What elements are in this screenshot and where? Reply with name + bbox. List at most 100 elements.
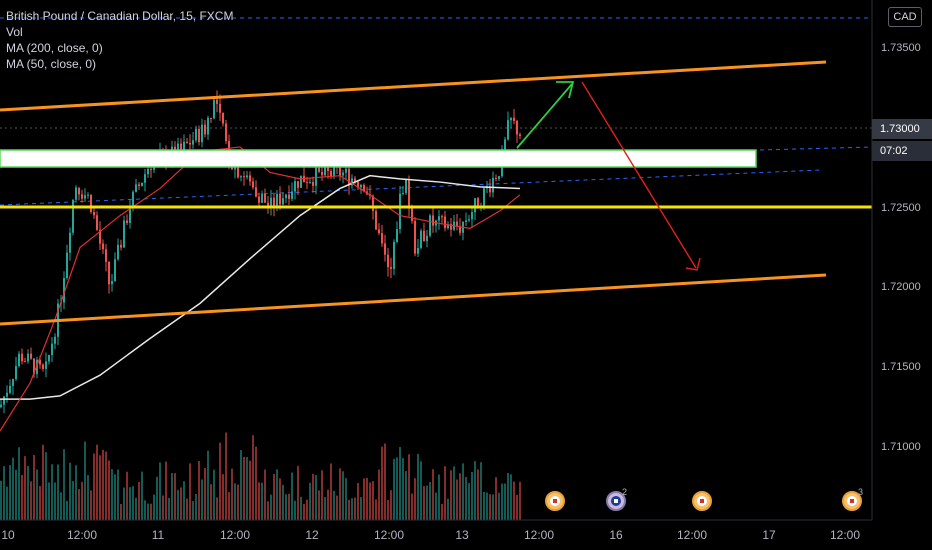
candle-body xyxy=(183,141,185,150)
volume-bar xyxy=(75,465,77,520)
candle-body xyxy=(18,353,20,367)
volume-bar xyxy=(495,477,497,520)
volume-bar xyxy=(357,483,359,520)
volume-bar xyxy=(405,471,407,520)
volume-bar xyxy=(420,461,422,520)
economic-event-icon[interactable] xyxy=(692,491,712,511)
volume-bar xyxy=(87,475,89,520)
volume-bar xyxy=(258,482,260,520)
volume-bar xyxy=(123,487,125,520)
volume-bar xyxy=(456,479,458,520)
candle-body xyxy=(150,168,152,170)
economic-event-icon[interactable]: 3 xyxy=(842,487,863,511)
volume-bar xyxy=(141,471,143,520)
volume-bar xyxy=(480,462,482,520)
candle-body xyxy=(237,165,239,178)
volume-bar xyxy=(69,462,71,520)
volume-bar xyxy=(474,461,476,520)
legend-title[interactable]: British Pound / Canadian Dollar, 15, FXC… xyxy=(6,9,234,23)
candle-body xyxy=(129,208,131,223)
candle-body xyxy=(516,120,518,135)
volume-bar xyxy=(333,490,335,520)
time-tick-label: 12:00 xyxy=(373,528,405,542)
candle-body xyxy=(504,139,506,150)
volume-bar xyxy=(159,462,161,520)
volume-bar xyxy=(411,493,413,520)
volume-bar xyxy=(264,469,266,520)
time-tick-label: 12:00 xyxy=(219,528,251,542)
candle-body xyxy=(405,179,407,194)
volume-bar xyxy=(432,469,434,520)
volume-bar xyxy=(354,497,356,520)
volume-bar xyxy=(312,473,314,520)
candle-body xyxy=(519,134,521,136)
candle-body xyxy=(264,193,266,203)
candle-body xyxy=(444,216,446,229)
volume-bar xyxy=(270,494,272,520)
up-arrowhead xyxy=(556,81,575,99)
candle-body xyxy=(255,187,257,197)
candle-body xyxy=(96,215,98,230)
volume-bar xyxy=(147,503,149,520)
candle-body xyxy=(225,123,227,142)
candle-body xyxy=(0,404,2,408)
volume-bar xyxy=(183,481,185,520)
volume-bar xyxy=(414,478,416,520)
volume-bar xyxy=(399,447,401,520)
volume-bar xyxy=(453,466,455,520)
volume-bar xyxy=(222,474,224,520)
volume-bar xyxy=(396,457,398,520)
volume-bar xyxy=(273,473,275,520)
candle-body xyxy=(363,184,365,192)
candle-body xyxy=(138,184,140,187)
candle-body xyxy=(186,141,188,143)
flag-icon xyxy=(847,496,857,506)
volume-bar xyxy=(315,475,317,520)
candle-body xyxy=(210,117,212,119)
time-tick-label: 13 xyxy=(455,528,469,542)
volume-bar xyxy=(6,486,8,520)
candle-body xyxy=(195,128,197,141)
volume-bar xyxy=(33,454,35,520)
candle-body xyxy=(48,354,50,362)
candle-body xyxy=(360,184,362,188)
candle-body xyxy=(441,216,443,218)
candle-body xyxy=(333,164,335,177)
candle-body xyxy=(489,186,491,193)
dashed-level-line xyxy=(759,146,873,151)
volume-bar xyxy=(216,497,218,520)
volume-bar xyxy=(372,481,374,520)
volume-bar xyxy=(186,498,188,520)
time-tick-label: 17 xyxy=(762,528,776,542)
volume-bar xyxy=(219,442,221,520)
legend-vol[interactable]: Vol xyxy=(6,25,23,39)
candle-body xyxy=(276,193,278,208)
candle-body xyxy=(324,165,326,176)
volume-bar xyxy=(3,466,5,520)
candle-body xyxy=(123,220,125,248)
candle-body xyxy=(345,168,347,173)
price-tick-label: 1.71500 xyxy=(881,361,921,374)
volume-bar xyxy=(99,455,101,520)
candle-body xyxy=(93,211,95,216)
currency-badge[interactable]: CAD xyxy=(888,7,922,27)
candle-body xyxy=(108,261,110,285)
volume-bar xyxy=(51,464,53,520)
legend-ma200[interactable]: MA (200, close, 0) xyxy=(6,41,103,55)
candle-body xyxy=(24,361,26,363)
volume-bar xyxy=(93,453,95,520)
economic-event-icon[interactable]: 2 xyxy=(606,487,627,511)
volume-bar xyxy=(288,493,290,520)
moving-averages xyxy=(0,146,521,432)
legend-ma50[interactable]: MA (50, close, 0) xyxy=(6,57,97,71)
time-tick-label: 12:00 xyxy=(66,528,98,542)
economic-event-icon[interactable] xyxy=(545,491,565,511)
candle-body xyxy=(30,353,32,359)
volume-bar xyxy=(72,481,74,520)
candle-body xyxy=(135,184,137,192)
candle-body xyxy=(192,140,194,145)
candle-body xyxy=(309,181,311,183)
candle-body xyxy=(513,117,515,121)
